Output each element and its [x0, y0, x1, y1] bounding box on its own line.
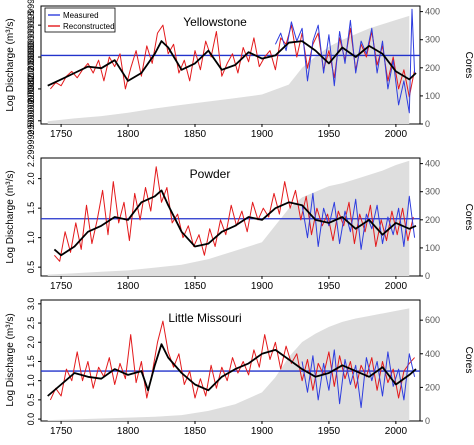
- cores-tick-label: 600: [425, 315, 440, 325]
- y-tick-label: 2.29999999999999982: [26, 75, 36, 168]
- left-axis-label-1: Log Discharge (m³/s): [5, 18, 16, 111]
- measured-line: [274, 8, 416, 114]
- cores-tick-label: 400: [425, 7, 440, 17]
- legend: Measured Reconstructed: [44, 7, 116, 33]
- panel-yellowstone: 2.299999999999999822.500000000000000002.…: [26, 0, 440, 167]
- right-axis-label-2: Cores: [463, 204, 474, 231]
- left-axis-label-2: Log Discharge (m³/s): [5, 170, 16, 263]
- cores-area-fill: [47, 15, 410, 124]
- reconstructed-series: [54, 166, 414, 262]
- measured-series: [301, 349, 416, 409]
- x-tick-label: 2000: [385, 129, 408, 140]
- y-tick-label: 2.0: [26, 336, 36, 349]
- x-tick-label: 1850: [184, 281, 207, 292]
- cores-area-fill: [47, 308, 410, 421]
- y-axis: 2.299999999999999822.500000000000000002.…: [26, 0, 41, 167]
- x-tick-label: 2000: [385, 426, 408, 437]
- x-tick-label: 1750: [50, 426, 73, 437]
- x-tick-label: 1850: [184, 426, 207, 437]
- x-tick-label: 1900: [251, 426, 274, 437]
- x-tick-label: 1750: [50, 281, 73, 292]
- panel-little-missouri: 0.0 0.5 1.0 1.5 2.0 2.5 3.0 0 200 400 600 1750 180…: [26, 298, 440, 437]
- y-tick-label: 1.0: [26, 231, 36, 244]
- x-tick-label: 1950: [318, 281, 341, 292]
- cores-tick-label: 200: [425, 382, 440, 392]
- x-tick-label: 2000: [385, 281, 408, 292]
- y-axis: 0.0 0.5 1.0 1.5 2.0 2.5 3.0: [26, 298, 41, 426]
- y-tick-label: 0.0: [26, 413, 36, 426]
- cores-axis: 0 100 200 300 400: [420, 7, 440, 129]
- x-tick-label: 1850: [184, 129, 207, 140]
- legend-measured-label: Measured: [63, 11, 99, 20]
- panel-title: Little Missouri: [168, 311, 241, 325]
- right-axis-label-3: Cores: [463, 347, 474, 374]
- smoothed-line: [47, 343, 417, 397]
- cores-tick-label: 0: [425, 119, 430, 129]
- cores-tick-label: 100: [425, 91, 440, 101]
- x-tick-label: 1800: [117, 129, 140, 140]
- measured-line: [301, 192, 416, 250]
- cores-axis: 0 200 400 600: [420, 315, 440, 426]
- y-tick-label: 0.5: [26, 261, 36, 274]
- x-tick-label: 1950: [318, 129, 341, 140]
- y-tick-label: 3.0: [26, 298, 36, 311]
- cores-area: [47, 160, 410, 276]
- y-tick-label: 2.70000000000000018: [26, 11, 36, 104]
- y-tick-label: 1.5: [26, 355, 36, 368]
- measured-series: [274, 8, 416, 114]
- right-axis-label-1: Cores: [463, 52, 474, 79]
- smoothed-series: [53, 189, 417, 257]
- cores-area: [47, 15, 410, 124]
- smoothed-line: [53, 189, 417, 257]
- x-axis: 1750 1800 1850 1900 1950 2000: [50, 276, 407, 292]
- x-tick-label: 1900: [251, 129, 274, 140]
- x-tick-label: 1750: [50, 129, 73, 140]
- x-tick-label: 1900: [251, 281, 274, 292]
- smoothed-line: [47, 40, 417, 87]
- cores-tick-label: 0: [425, 271, 430, 281]
- cores-tick-label: 300: [425, 35, 440, 45]
- smoothed-series: [47, 40, 417, 87]
- y-tick-label: 2.0: [26, 172, 36, 185]
- smoothed-series: [47, 343, 417, 397]
- x-axis: 1750 1800 1850 1900 1950 2000: [50, 421, 407, 437]
- cores-axis: 0 100 200 300 400: [420, 159, 440, 281]
- cores-tick-label: 200: [425, 215, 440, 225]
- left-axis-label-3: Log Discharge (m³/s): [5, 313, 16, 406]
- y-tick-label: 2.5: [26, 317, 36, 330]
- cores-tick-label: 100: [425, 243, 440, 253]
- cores-tick-label: 0: [425, 416, 430, 426]
- measured-series: [301, 192, 416, 250]
- legend-reconstructed-label: Reconstructed: [63, 22, 115, 31]
- cores-tick-label: 300: [425, 187, 440, 197]
- legend-box: [44, 7, 116, 33]
- reconstructed-line: [54, 166, 414, 262]
- y-tick-label: 2.50000000000000000: [26, 43, 36, 136]
- panel-title: Yellowstone: [183, 15, 247, 29]
- y-tick-label: 2.89999999999999991: [26, 0, 36, 71]
- x-axis: 1750 1800 1850 1900 1950 2000: [50, 124, 407, 140]
- cores-area-fill: [47, 160, 410, 276]
- cores-tick-label: 400: [425, 349, 440, 359]
- y-tick-label: 1.0: [26, 374, 36, 387]
- cores-area: [47, 308, 410, 421]
- panel-title: Powder: [190, 167, 231, 181]
- cores-tick-label: 200: [425, 63, 440, 73]
- cores-tick-label: 400: [425, 159, 440, 169]
- x-tick-label: 1800: [117, 426, 140, 437]
- y-axis: 0.5 1.0 1.5 2.0: [26, 172, 41, 273]
- y-tick-label: 0.5: [26, 394, 36, 407]
- measured-line: [301, 349, 416, 409]
- x-tick-label: 1800: [117, 281, 140, 292]
- reconstructed-line: [49, 320, 415, 401]
- y-tick-label: 1.5: [26, 202, 36, 215]
- x-tick-label: 1950: [318, 426, 341, 437]
- reconstructed-series: [49, 320, 415, 401]
